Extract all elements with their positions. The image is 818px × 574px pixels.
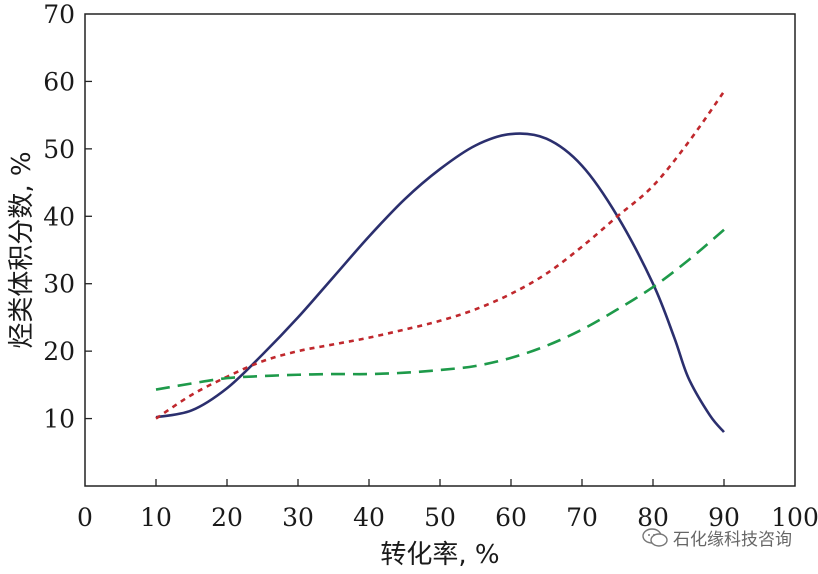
x-tick-label: 50: [424, 503, 456, 532]
y-axis-title: 烃类体积分数, %: [7, 151, 37, 348]
x-tick-label: 80: [637, 503, 669, 532]
wechat-icon: [642, 527, 668, 547]
y-tick-label: 70: [43, 0, 75, 29]
x-tick-label: 20: [211, 503, 243, 532]
series-layer: [155, 90, 726, 433]
y-tick-label: 60: [43, 67, 75, 96]
x-tick-label: 10: [140, 503, 172, 532]
x-tick-label: 30: [282, 503, 314, 532]
series-line-1: [155, 132, 725, 433]
y-tick-label: 10: [43, 405, 75, 434]
y-axis-ticks: 10 20 30 40 50 60 70: [43, 0, 92, 434]
y-tick-label: 40: [43, 202, 75, 231]
x-axis-ticks: 0 10 20 30 40 50 60 70 80 90 100: [77, 479, 818, 532]
y-tick-label: 30: [43, 270, 75, 299]
x-tick-label: 90: [708, 503, 740, 532]
series-line-3: [155, 228, 725, 391]
watermark: 石化缘科技咨询: [641, 525, 792, 550]
x-tick-label: 0: [77, 503, 93, 532]
plot-frame: [84, 13, 796, 487]
y-tick-label: 50: [43, 135, 75, 164]
x-tick-label: 70: [566, 503, 598, 532]
series-line-2: [155, 90, 726, 420]
watermark-text: 石化缘科技咨询: [673, 530, 792, 550]
x-axis-title: 转化率, %: [380, 540, 499, 570]
y-tick-label: 20: [43, 337, 75, 366]
x-tick-label: 60: [495, 503, 527, 532]
x-tick-label: 40: [353, 503, 385, 532]
x-tick-label: 100: [771, 503, 818, 532]
